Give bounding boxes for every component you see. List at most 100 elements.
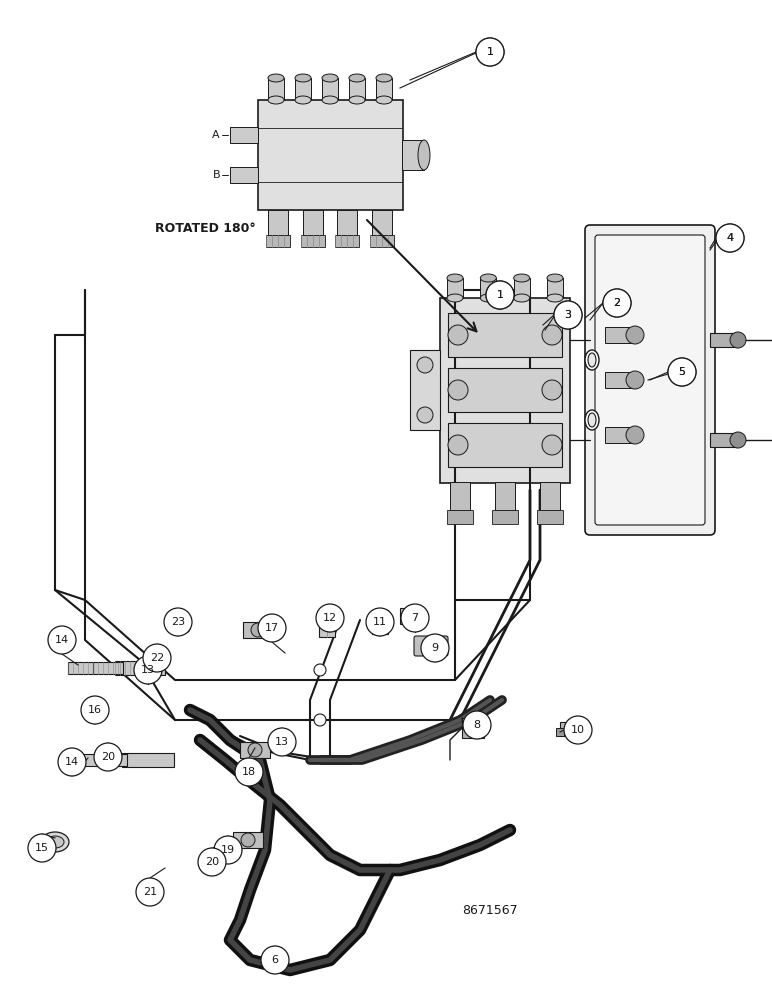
Ellipse shape: [447, 294, 463, 302]
Bar: [605, 372, 635, 388]
Circle shape: [48, 626, 76, 654]
Ellipse shape: [418, 140, 430, 170]
Circle shape: [448, 380, 468, 400]
Circle shape: [417, 357, 433, 373]
FancyBboxPatch shape: [585, 225, 715, 535]
Bar: [492, 510, 518, 524]
Circle shape: [448, 325, 468, 345]
Ellipse shape: [322, 96, 338, 104]
Text: 13: 13: [275, 737, 289, 747]
Bar: [448, 368, 562, 412]
Circle shape: [316, 604, 344, 632]
Circle shape: [261, 946, 289, 974]
Ellipse shape: [268, 96, 284, 104]
Text: ROTATED 180°: ROTATED 180°: [155, 222, 256, 234]
Bar: [335, 235, 359, 247]
Circle shape: [554, 301, 582, 329]
Text: 19: 19: [221, 845, 235, 855]
Bar: [73, 754, 98, 766]
Ellipse shape: [46, 836, 64, 848]
Circle shape: [603, 289, 631, 317]
Ellipse shape: [547, 274, 563, 282]
Bar: [402, 140, 424, 170]
Circle shape: [716, 224, 744, 252]
Ellipse shape: [480, 294, 496, 302]
Text: 3: 3: [564, 310, 571, 320]
Text: 13: 13: [141, 665, 155, 675]
Bar: [233, 832, 263, 848]
Bar: [537, 510, 563, 524]
Ellipse shape: [585, 410, 599, 430]
Text: 4: 4: [726, 233, 733, 243]
Ellipse shape: [376, 96, 392, 104]
Bar: [240, 742, 270, 758]
Text: 14: 14: [55, 635, 69, 645]
Text: 1: 1: [486, 47, 493, 57]
Bar: [303, 210, 323, 235]
Circle shape: [401, 604, 429, 632]
FancyBboxPatch shape: [595, 235, 705, 525]
Text: 8: 8: [473, 720, 480, 730]
Circle shape: [258, 614, 286, 642]
Circle shape: [486, 281, 514, 309]
Bar: [556, 728, 564, 736]
Bar: [547, 278, 563, 298]
Text: 18: 18: [242, 767, 256, 777]
Bar: [97, 754, 127, 766]
Ellipse shape: [447, 274, 463, 282]
Circle shape: [143, 644, 171, 672]
Bar: [447, 510, 473, 524]
Bar: [370, 235, 394, 247]
Circle shape: [136, 878, 164, 906]
Ellipse shape: [547, 294, 563, 302]
Bar: [560, 722, 588, 736]
Circle shape: [314, 664, 326, 676]
Text: 12: 12: [323, 613, 337, 623]
Bar: [93, 662, 123, 674]
Circle shape: [235, 758, 263, 786]
FancyBboxPatch shape: [414, 636, 448, 656]
Text: 23: 23: [171, 617, 185, 627]
Text: 5: 5: [679, 367, 686, 377]
Circle shape: [476, 38, 504, 66]
Circle shape: [668, 358, 696, 386]
Bar: [258, 100, 403, 210]
Text: 14: 14: [65, 757, 79, 767]
Circle shape: [554, 301, 582, 329]
Circle shape: [180, 623, 190, 633]
Ellipse shape: [513, 274, 530, 282]
Bar: [540, 482, 560, 510]
Text: 3: 3: [564, 310, 571, 320]
Circle shape: [476, 38, 504, 66]
Text: A: A: [212, 130, 220, 140]
Text: 2: 2: [614, 298, 621, 308]
Bar: [710, 333, 738, 347]
Text: 1: 1: [486, 47, 493, 57]
Text: 20: 20: [205, 857, 219, 867]
Bar: [115, 661, 165, 675]
Ellipse shape: [322, 74, 338, 82]
Circle shape: [603, 289, 631, 317]
Ellipse shape: [588, 413, 596, 427]
Text: 16: 16: [88, 705, 102, 715]
Bar: [372, 610, 388, 634]
Text: 8671567: 8671567: [462, 904, 518, 916]
Bar: [372, 210, 392, 235]
Bar: [480, 278, 496, 298]
Circle shape: [542, 380, 562, 400]
Bar: [410, 350, 440, 430]
Bar: [295, 78, 311, 100]
Circle shape: [251, 623, 265, 637]
Bar: [349, 78, 365, 100]
Text: 15: 15: [35, 843, 49, 853]
Text: 7: 7: [411, 613, 418, 623]
Circle shape: [486, 281, 514, 309]
Circle shape: [730, 332, 746, 348]
Ellipse shape: [376, 74, 392, 82]
Circle shape: [134, 656, 162, 684]
Ellipse shape: [349, 96, 365, 104]
Text: 21: 21: [143, 887, 157, 897]
Bar: [400, 608, 420, 624]
Circle shape: [214, 836, 242, 864]
Circle shape: [626, 426, 644, 444]
